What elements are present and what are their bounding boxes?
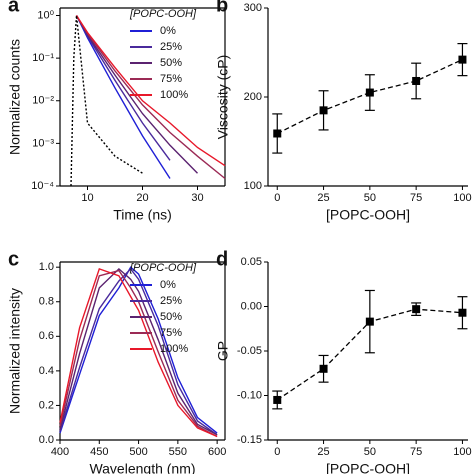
x-axis-title: Wavelength (nm) <box>89 461 195 474</box>
marker <box>458 55 467 64</box>
panel-label: a <box>8 0 20 16</box>
x-tick-label: 75 <box>410 446 422 458</box>
y-tick-label: 10⁻⁴ <box>31 180 54 192</box>
marker <box>319 364 328 373</box>
marker <box>365 88 374 97</box>
y-tick-label: 10⁰ <box>37 9 54 21</box>
x-tick-label: 0 <box>274 192 280 204</box>
y-tick-label: 10⁻³ <box>32 137 54 149</box>
x-tick-label: 20 <box>136 192 148 204</box>
y-tick-label: 100 <box>244 180 262 192</box>
panel: -0.15 -0.10 -0.05 0.00 0.05 0 25 50 75 100 [POPC-O… <box>215 248 472 474</box>
series-line <box>59 268 218 438</box>
y-axis-title: Viscosity (cP) <box>215 55 231 140</box>
y-tick-label: 300 <box>244 2 262 14</box>
marker <box>365 317 374 326</box>
y-tick-label: 0.05 <box>241 256 262 268</box>
panel-label: c <box>8 248 19 270</box>
legend-label: 25% <box>160 295 182 307</box>
x-tick-label: 550 <box>169 446 187 458</box>
series-line <box>59 266 218 434</box>
x-tick-label: 100 <box>453 192 471 204</box>
y-tick-label: 0.00 <box>241 300 262 312</box>
x-tick-label: 400 <box>51 446 69 458</box>
marker <box>319 106 328 115</box>
legend-label: 100% <box>160 89 188 101</box>
x-tick-label: 75 <box>410 192 422 204</box>
x-tick-label: 25 <box>317 446 329 458</box>
panel: 10⁻⁴ 10⁻³ 10⁻² 10⁻¹ 10⁰ 10 20 30 Time (ns) Normal… <box>7 0 226 223</box>
x-tick-label: 10 <box>81 192 93 204</box>
y-tick-label: 0.0 <box>39 434 54 446</box>
y-tick-label: 10⁻² <box>32 95 54 107</box>
panel: 0.0 0.2 0.4 0.6 0.8 1.0 400 450 500 550 600 Wavelen… <box>7 248 227 474</box>
x-axis-title: [POPC-OOH] <box>326 207 410 223</box>
marker <box>458 308 467 317</box>
series-line <box>75 15 226 167</box>
y-tick-label: -0.15 <box>237 434 262 446</box>
y-tick-label: 10⁻¹ <box>32 52 54 64</box>
x-tick-label: 500 <box>129 446 147 458</box>
series-line <box>59 269 218 438</box>
x-tick-label: 50 <box>364 192 376 204</box>
panel-label: b <box>216 0 228 16</box>
legend-label: 75% <box>160 73 182 85</box>
panel: 100 200 300 0 25 50 75 100 [POPC-OOH] Viscosity (… <box>215 0 472 223</box>
y-tick-label: -0.05 <box>237 345 262 357</box>
x-axis-title: Time (ns) <box>113 207 172 223</box>
x-tick-label: 25 <box>317 192 329 204</box>
legend-label: 25% <box>160 41 182 53</box>
y-tick-label: 0.4 <box>39 365 54 377</box>
legend-label: 50% <box>160 311 182 323</box>
panel-label: d <box>216 248 228 270</box>
series-line <box>75 15 226 180</box>
y-axis-title: Normalized counts <box>7 39 23 155</box>
x-tick-label: 450 <box>90 446 108 458</box>
legend-label: 0% <box>160 279 176 291</box>
y-tick-label: 0.8 <box>39 296 54 308</box>
legend-title: [POPC-OOH] <box>129 262 197 274</box>
marker <box>273 395 282 404</box>
legend-label: 0% <box>160 25 176 37</box>
x-tick-label: 30 <box>191 192 203 204</box>
legend-label: 100% <box>160 343 188 355</box>
x-tick-label: 50 <box>364 446 376 458</box>
y-tick-label: 200 <box>244 91 262 103</box>
y-axis-title: Normalized intensity <box>7 288 23 414</box>
y-tick-label: 0.6 <box>39 330 54 342</box>
legend-title: [POPC-OOH] <box>129 8 197 20</box>
series-line <box>70 15 143 187</box>
marker <box>412 76 421 85</box>
marker <box>412 305 421 314</box>
y-axis-title: GP <box>215 341 231 361</box>
x-tick-label: 100 <box>453 446 471 458</box>
x-tick-label: 600 <box>208 446 226 458</box>
series-line <box>59 267 218 436</box>
trend-line <box>277 59 463 135</box>
legend-label: 75% <box>160 327 182 339</box>
legend-label: 50% <box>160 57 182 69</box>
x-axis-title: [POPC-OOH] <box>326 461 410 474</box>
x-tick-label: 0 <box>274 446 280 458</box>
marker <box>273 129 282 138</box>
y-tick-label: 0.2 <box>39 399 54 411</box>
y-tick-label: -0.10 <box>237 389 262 401</box>
y-tick-label: 1.0 <box>39 261 54 273</box>
